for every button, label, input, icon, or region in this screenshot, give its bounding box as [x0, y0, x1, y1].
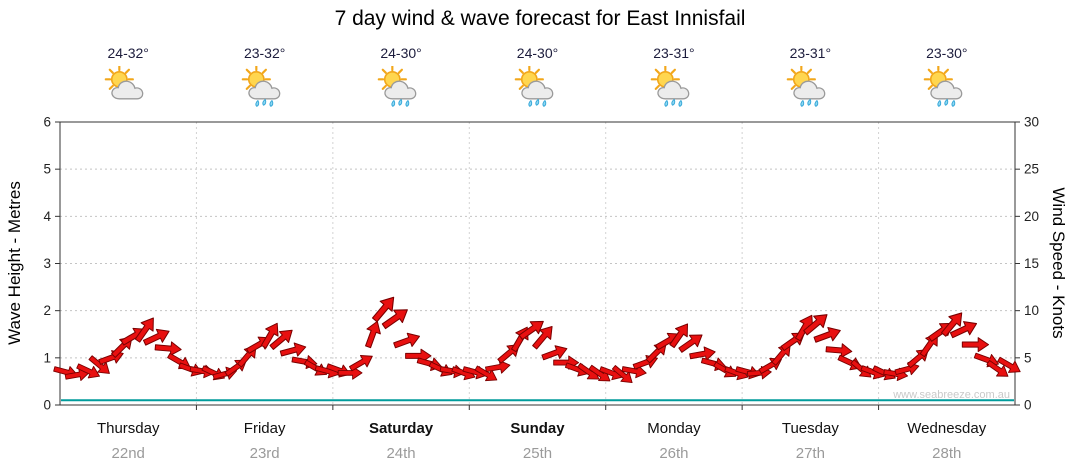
left-tick-label: 4: [43, 209, 51, 224]
left-tick-label: 2: [43, 303, 51, 318]
day-date: 25th: [522, 445, 553, 462]
wind-arrow: [997, 356, 1021, 373]
wind-arrow: [532, 326, 553, 350]
wind-arrow: [474, 365, 498, 382]
day-date: 26th: [659, 445, 689, 462]
day-date: 22nd: [111, 445, 145, 462]
wind-arrow: [986, 360, 1009, 377]
chart-title: 7 day wind & wave forecast for East Inni…: [334, 7, 746, 30]
wind-arrow: [365, 320, 381, 349]
left-tick-label: 6: [43, 115, 51, 130]
day-name: Monday: [647, 420, 701, 437]
day-name: Thursday: [96, 420, 160, 437]
watermark: www.seabreeze.com.au: [893, 389, 1010, 401]
day-temp: 23-30°: [926, 45, 968, 61]
day-temp: 23-32°: [243, 45, 286, 61]
wind-arrow: [142, 328, 170, 346]
day-name: Tuesday: [781, 420, 839, 437]
day-temp: 23-31°: [653, 45, 695, 61]
right-tick-label: 25: [1024, 162, 1039, 177]
wind-arrow: [393, 332, 420, 349]
wind-arrow: [794, 314, 814, 342]
wind-arrow: [825, 343, 853, 358]
wind-arrow: [349, 355, 373, 372]
wind-arrow: [518, 320, 544, 340]
sun-cloud-rain-icon: [377, 66, 417, 107]
day-name: Saturday: [368, 420, 434, 437]
left-axis-label: Wave Height - Metres: [5, 181, 24, 345]
wind-arrow: [279, 342, 307, 357]
wind-arrow: [88, 355, 110, 374]
wind-arrow: [154, 341, 182, 356]
wind-arrow: [669, 323, 689, 349]
sun-cloud-rain-icon: [787, 66, 826, 107]
right-tick-label: 15: [1024, 256, 1039, 271]
right-tick-label: 5: [1024, 350, 1032, 365]
left-tick-label: 3: [43, 256, 51, 271]
wind-arrow: [678, 334, 703, 353]
wind-arrow: [803, 314, 828, 336]
wind-arrow: [485, 360, 511, 374]
wind-arrow: [260, 322, 279, 349]
day-date: 27th: [795, 445, 825, 462]
wind-arrow: [269, 329, 293, 350]
day-name: Sunday: [510, 420, 565, 437]
day-date: 24th: [386, 445, 416, 462]
right-tick-label: 0: [1024, 398, 1032, 413]
wind-arrow: [813, 326, 841, 343]
day-date: 28th: [932, 445, 962, 462]
wind-arrow: [689, 346, 716, 361]
wind-arrow: [371, 296, 395, 323]
wind-arrow: [76, 363, 100, 379]
day-temp: 24-30°: [516, 45, 559, 61]
day-temp: 23-31°: [789, 45, 832, 61]
day-name: Wednesday: [907, 420, 987, 437]
day-date: 23rd: [249, 445, 280, 462]
right-axis-label: Wind Speed - Knots: [1049, 187, 1068, 339]
sun-cloud-icon: [104, 66, 144, 100]
right-tick-label: 10: [1024, 303, 1039, 318]
right-tick-label: 20: [1024, 209, 1039, 224]
left-tick-label: 0: [43, 398, 51, 413]
sun-cloud-rain-icon: [241, 66, 280, 107]
day-temp: 24-30°: [380, 45, 422, 61]
sun-cloud-rain-icon: [514, 66, 553, 107]
wind-arrow: [134, 317, 154, 343]
wind-arrow: [949, 321, 978, 339]
day-temp: 24-32°: [107, 45, 149, 61]
wind-arrow: [611, 365, 633, 384]
right-tick-label: 30: [1024, 115, 1039, 130]
wind-arrow: [381, 309, 408, 330]
wind-arrow: [941, 312, 963, 337]
wind-arrow: [541, 345, 568, 361]
plot-border: [59, 121, 1016, 406]
left-tick-label: 1: [43, 350, 51, 365]
day-name: Friday: [243, 420, 286, 437]
wind-arrow: [961, 337, 990, 353]
left-tick-label: 5: [43, 162, 51, 177]
sun-cloud-rain-icon: [650, 66, 690, 107]
sun-cloud-rain-icon: [923, 66, 963, 107]
